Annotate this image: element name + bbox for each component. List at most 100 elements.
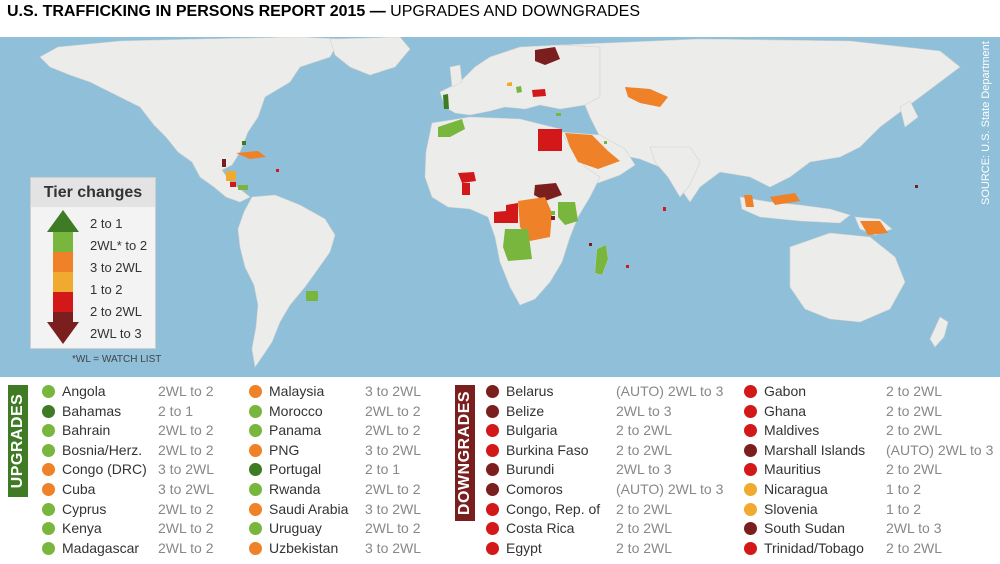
- land-south-america: [237, 194, 336, 368]
- upgrade-entry: Saudi Arabia 3 to 2WL: [249, 500, 485, 519]
- tier-change: 1 to 2: [886, 500, 922, 517]
- legend-item: 2 to 1: [90, 216, 123, 231]
- tier-change: 2 to 1: [365, 461, 401, 478]
- downgrade-entry: Costa Rica 2 to 2WL: [486, 519, 736, 538]
- tier-change: (AUTO) 2WL to 3: [886, 441, 994, 458]
- upgrade-entry: Bahamas 2 to 1: [42, 402, 278, 421]
- tier-change: 2 to 2WL: [616, 441, 673, 458]
- tier-change: 2WL to 2: [158, 441, 214, 458]
- tier-color-dot: [249, 463, 262, 477]
- tier-color-dot: [744, 443, 757, 457]
- country-cuba: [236, 151, 266, 159]
- country-burundi: [551, 216, 555, 220]
- downgrade-entry: Burkina Faso 2 to 2WL: [486, 441, 736, 460]
- tier-change: 1 to 2: [886, 481, 922, 497]
- tier-change: 2 to 1: [158, 402, 194, 419]
- country-name: Rwanda: [269, 481, 321, 497]
- tier-color-dot: [42, 522, 55, 536]
- land-europe: [439, 44, 601, 116]
- country-madagascar: [595, 245, 608, 275]
- downgrade-entry: Egypt 2 to 2WL: [486, 539, 736, 558]
- tier-change: 2WL to 2: [158, 422, 214, 439]
- tier-change: 2 to 2WL: [886, 461, 943, 478]
- legend-item: 2 to 2WL: [90, 304, 143, 319]
- downgrade-entry: Burundi 2WL to 3: [486, 460, 736, 479]
- tier-color-dot: [744, 502, 757, 516]
- country-uzbekistan: [625, 87, 668, 107]
- downgrade-entry: Maldives 2 to 2WL: [744, 421, 1000, 440]
- country-comoros: [589, 243, 592, 246]
- downgrade-entry: Mauritius 2 to 2WL: [744, 460, 1000, 479]
- tier-color-dot: [486, 443, 499, 457]
- country-name: Kenya: [62, 520, 102, 537]
- legend-item: 2WL* to 2: [90, 238, 148, 253]
- tier-color-dot: [486, 463, 499, 477]
- tier-change: 3 to 2WL: [365, 500, 422, 517]
- country-bulgaria: [532, 89, 546, 97]
- tier-change: 2 to 2WL: [886, 402, 943, 419]
- country-name: Uzbekistan: [269, 539, 339, 556]
- downgrade-entry: Belize 2WL to 3: [486, 402, 736, 421]
- country-name: Burkina Faso: [506, 441, 589, 458]
- country-malaysia: [744, 193, 800, 207]
- land-indonesia: [739, 196, 851, 224]
- tier-change: 2 to 2WL: [616, 539, 673, 556]
- upgrades-label: UPGRADES: [9, 393, 26, 489]
- tier-change: (AUTO) 2WL to 3: [616, 383, 724, 399]
- country-angola: [503, 229, 532, 261]
- downgrade-entry: Comoros (AUTO) 2WL to 3: [486, 480, 736, 499]
- country-name: Malaysia: [269, 383, 325, 399]
- legend-arrow-up-head: [47, 210, 79, 232]
- country-name: Cyprus: [62, 500, 107, 517]
- country-panama: [238, 185, 248, 190]
- tier-change: 2WL to 2: [158, 520, 214, 537]
- tier-color-dot: [42, 502, 55, 516]
- tier-change: 3 to 2WL: [365, 539, 422, 556]
- tier-color-dot: [744, 483, 757, 496]
- country-congo-rep: [506, 203, 518, 223]
- tier-color-dot: [249, 385, 262, 398]
- country-uruguay: [306, 291, 318, 301]
- upgrade-entry: Congo (DRC) 3 to 2WL: [42, 460, 278, 479]
- tier-color-dot: [42, 463, 55, 477]
- upgrade-entry: Uzbekistan 3 to 2WL: [249, 539, 485, 558]
- land-japan: [899, 100, 919, 128]
- tier-change: 3 to 2WL: [365, 441, 422, 458]
- title-thin: UPGRADES AND DOWNGRADES: [385, 3, 640, 20]
- country-morocco: [438, 119, 465, 137]
- page-title: U.S. TRAFFICKING IN PERSONS REPORT 2015 …: [7, 3, 997, 35]
- country-name: Trinidad/Tobago: [764, 539, 864, 556]
- downgrade-entry: Belarus (AUTO) 2WL to 3: [486, 382, 736, 401]
- country-name: Bosnia/Herz.: [62, 441, 143, 458]
- upgrade-entry: Angola 2WL to 2: [42, 382, 278, 401]
- country-burkina-faso: [458, 172, 476, 183]
- tier-color-dot: [486, 424, 499, 438]
- tier-color-dot: [486, 502, 499, 516]
- country-name: Costa Rica: [506, 520, 575, 537]
- country-name: Bulgaria: [506, 422, 558, 439]
- tier-change: 2WL to 2: [158, 500, 214, 517]
- legend-band-2wl-to-3: [53, 312, 73, 324]
- downgrade-entry: Trinidad/Tobago 2 to 2WL: [744, 539, 1000, 558]
- country-name: Slovenia: [764, 500, 818, 517]
- upgrade-entry: Malaysia 3 to 2WL: [249, 382, 485, 401]
- legend-band-2wl-to-2: [53, 232, 73, 252]
- tier-change: 2WL to 2: [158, 539, 214, 556]
- upgrade-entry: Kenya 2WL to 2: [42, 519, 278, 538]
- tier-color-dot: [249, 522, 262, 536]
- land-india: [649, 146, 701, 198]
- country-name: Bahamas: [62, 402, 122, 419]
- tier-change: 3 to 2WL: [365, 383, 422, 399]
- country-saudi-arabia: [565, 133, 620, 169]
- highlighted-countries: [222, 47, 918, 301]
- upgrade-entry: Madagascar 2WL to 2: [42, 539, 278, 558]
- upgrade-entry: Bosnia/Herz. 2WL to 2: [42, 441, 278, 460]
- country-name: Ghana: [764, 402, 807, 419]
- legend-band-3-to-2wl: [53, 252, 73, 272]
- tier-color-dot: [486, 483, 499, 496]
- tier-color-dot: [486, 404, 499, 418]
- tier-change: 2WL to 3: [886, 520, 942, 537]
- country-kenya: [558, 202, 578, 225]
- country-name: Saudi Arabia: [269, 500, 349, 517]
